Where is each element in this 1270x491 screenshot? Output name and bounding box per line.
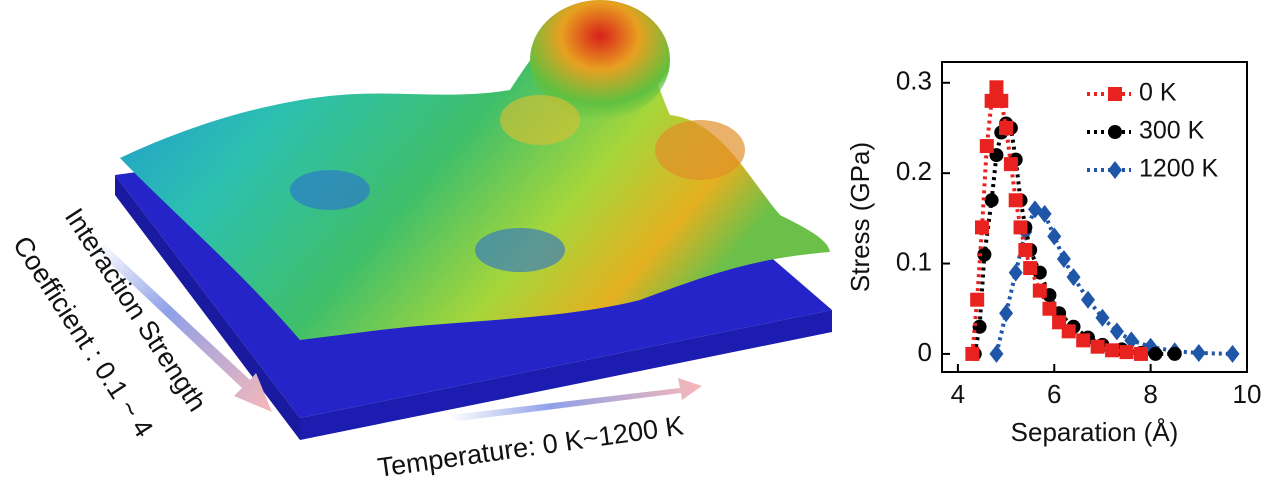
marker — [1148, 346, 1163, 361]
marker — [1167, 346, 1182, 361]
marker — [999, 304, 1014, 323]
legend-label: 1200 K — [1139, 155, 1219, 183]
illustration: Temperature: 0 K~1200 K Interaction Stre… — [7, 0, 832, 483]
marker — [1095, 308, 1110, 327]
marker — [1032, 283, 1047, 298]
x-axis-label: Separation (Å) — [1011, 417, 1179, 447]
marker — [1047, 227, 1062, 246]
y-tick-label: 0 — [918, 337, 932, 367]
marker — [1080, 290, 1095, 309]
y-axis-label: Stress (GPa) — [845, 142, 875, 292]
x-tick-label: 4 — [951, 379, 965, 409]
marker — [1076, 333, 1091, 348]
marker — [1109, 322, 1124, 341]
substrate-front — [300, 310, 832, 440]
temperature-label: Temperature: 0 K~1200 K — [376, 410, 686, 483]
legend-marker — [1108, 125, 1122, 139]
y-tick-label: 0.2 — [896, 156, 932, 186]
marker — [965, 346, 980, 361]
temperature-arrow — [450, 378, 702, 422]
x-tick-label: 6 — [1047, 379, 1061, 409]
marker — [1042, 301, 1057, 316]
marker — [1133, 346, 1148, 361]
marker — [1225, 344, 1240, 363]
marker — [984, 193, 999, 208]
legend-label: 0 K — [1139, 79, 1177, 107]
marker — [979, 139, 994, 154]
marker — [1056, 250, 1071, 269]
marker — [1191, 344, 1206, 363]
marker — [1061, 324, 1076, 339]
legend-label: 300 K — [1139, 117, 1205, 145]
marker — [994, 93, 1009, 108]
marker — [1008, 263, 1023, 282]
graphene-dip — [475, 228, 565, 272]
marker — [1066, 268, 1081, 287]
marker — [1023, 261, 1038, 276]
marker — [1105, 343, 1120, 358]
y-tick-label: 0.1 — [896, 246, 932, 276]
marker — [1090, 339, 1105, 354]
interaction-arrow — [98, 245, 272, 412]
x-tick-label: 8 — [1143, 379, 1157, 409]
marker — [1008, 193, 1023, 208]
substrate-side — [115, 175, 300, 440]
marker — [1124, 331, 1139, 350]
marker — [977, 247, 992, 262]
marker — [974, 220, 989, 235]
plot-frame — [941, 61, 1248, 373]
graphene-dip — [290, 170, 370, 210]
marker — [1119, 345, 1134, 360]
marker — [1003, 157, 1018, 172]
marker — [1037, 204, 1052, 223]
graphene-bump — [530, 0, 670, 120]
legend-marker — [1108, 161, 1122, 179]
chart: 4 6 8 10 0 0.1 0.2 0.3 Separation (Å) Stress (GPa… — [845, 61, 1262, 447]
marker — [1013, 220, 1028, 235]
x-tick-label: 10 — [1233, 379, 1262, 409]
marker — [989, 80, 1004, 95]
marker — [989, 344, 1004, 363]
graphene-bump — [500, 95, 580, 145]
graphene-bump — [655, 120, 745, 180]
marker — [999, 120, 1014, 135]
marker — [970, 292, 985, 307]
series-line — [970, 81, 1142, 356]
y-tick-label: 0.3 — [896, 66, 932, 96]
legend-marker — [1108, 87, 1122, 101]
marker — [1018, 242, 1033, 257]
